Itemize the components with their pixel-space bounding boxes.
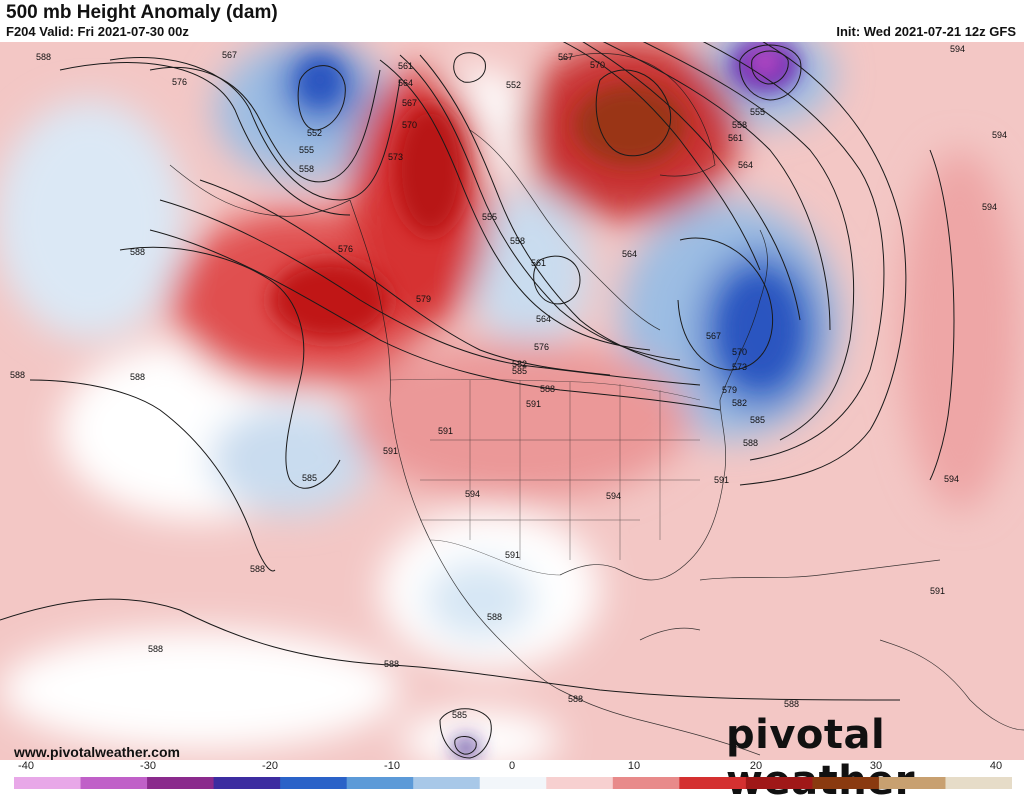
svg-text:558: 558 (299, 164, 314, 174)
colorbar-tick: 0 (508, 760, 516, 772)
colorbar-tick: -40 (18, 760, 34, 772)
svg-text:588: 588 (36, 52, 51, 62)
init-time: Init: Wed 2021-07-21 12z GFS (836, 24, 1016, 39)
svg-text:570: 570 (402, 120, 417, 130)
height-contours (0, 42, 955, 759)
colorbar-segment (612, 777, 680, 789)
svg-text:591: 591 (505, 550, 520, 560)
colorbar-segment (745, 777, 813, 789)
colorbar-segment (945, 777, 1012, 789)
svg-text:594: 594 (982, 202, 997, 212)
svg-text:582: 582 (512, 359, 527, 369)
colorbar-tick: 20 (749, 760, 763, 772)
colorbar-segment (479, 777, 547, 789)
svg-text:585: 585 (452, 710, 467, 720)
svg-text:585: 585 (302, 473, 317, 483)
svg-text:585: 585 (512, 366, 527, 376)
svg-text:570: 570 (590, 60, 605, 70)
website-url[interactable]: www.pivotalweather.com (14, 744, 180, 760)
colorbar-segment (812, 777, 880, 789)
svg-text:588: 588 (250, 564, 265, 574)
svg-text:570: 570 (732, 347, 747, 357)
svg-text:573: 573 (388, 152, 403, 162)
colorbar-segment (546, 777, 614, 789)
colorbar-segment (80, 777, 148, 789)
colorbar-tick: 10 (627, 760, 641, 772)
svg-text:558: 558 (732, 120, 747, 130)
colorbar-segment (280, 777, 348, 789)
svg-text:588: 588 (384, 659, 399, 669)
svg-text:591: 591 (438, 426, 453, 436)
svg-text:558: 558 (510, 236, 525, 246)
coastlines (169, 53, 1024, 756)
colorbar (14, 777, 1012, 789)
colorbar-segment (14, 777, 82, 789)
colorbar-tick: -10 (384, 760, 400, 772)
svg-text:561: 561 (728, 133, 743, 143)
anomaly-map[interactable]: 588 576 567 552 555 558 561 564 567 570 … (0, 42, 1024, 760)
svg-text:552: 552 (307, 128, 322, 138)
header: 500 mb Height Anomaly (dam) F204 Valid: … (0, 0, 1024, 42)
svg-text:576: 576 (338, 244, 353, 254)
svg-text:561: 561 (531, 258, 546, 268)
colorbar-tick: -30 (140, 760, 156, 772)
svg-text:588: 588 (130, 247, 145, 257)
svg-text:588: 588 (743, 438, 758, 448)
svg-text:564: 564 (738, 160, 753, 170)
svg-text:591: 591 (383, 446, 398, 456)
colorbar-ticks: -40 -30 -20 -10 0 10 20 30 40 (0, 760, 1024, 776)
svg-text:594: 594 (606, 491, 621, 501)
colorbar-segment (147, 777, 215, 789)
borders (389, 378, 701, 576)
svg-text:585: 585 (750, 415, 765, 425)
valid-time: F204 Valid: Fri 2021-07-30 00z (6, 24, 189, 39)
svg-text:576: 576 (172, 77, 187, 87)
svg-text:588: 588 (487, 612, 502, 622)
svg-text:594: 594 (944, 474, 959, 484)
svg-text:555: 555 (299, 145, 314, 155)
svg-text:567: 567 (558, 52, 573, 62)
svg-text:579: 579 (416, 294, 431, 304)
svg-text:552: 552 (506, 80, 521, 90)
colorbar-tick: 40 (989, 760, 1003, 772)
anomaly-cores (270, 42, 800, 758)
svg-text:567: 567 (222, 50, 237, 60)
svg-text:594: 594 (465, 489, 480, 499)
svg-text:588: 588 (10, 370, 25, 380)
svg-text:573: 573 (732, 362, 747, 372)
svg-text:555: 555 (750, 107, 765, 117)
svg-text:555: 555 (482, 212, 497, 222)
svg-text:564: 564 (398, 78, 413, 88)
svg-text:579: 579 (722, 385, 737, 395)
svg-text:588: 588 (540, 384, 555, 394)
svg-text:567: 567 (706, 331, 721, 341)
svg-text:594: 594 (950, 44, 965, 54)
svg-text:564: 564 (536, 314, 551, 324)
svg-text:561: 561 (398, 61, 413, 71)
svg-text:591: 591 (930, 586, 945, 596)
svg-text:588: 588 (148, 644, 163, 654)
svg-text:594: 594 (992, 130, 1007, 140)
colorbar-segment (346, 777, 414, 789)
colorbar-tick: -20 (262, 760, 278, 772)
svg-text:564: 564 (622, 249, 637, 259)
colorbar-segment (413, 777, 481, 789)
svg-text:576: 576 (534, 342, 549, 352)
map-title: 500 mb Height Anomaly (dam) (6, 2, 278, 23)
colorbar-segment (878, 777, 946, 789)
brand-logo: pivotal weather (726, 712, 915, 804)
svg-text:567: 567 (402, 98, 417, 108)
svg-text:582: 582 (732, 398, 747, 408)
contour-labels: 588 576 567 552 555 558 561 564 567 570 … (10, 44, 1007, 720)
colorbar-segment (213, 777, 281, 789)
svg-text:591: 591 (714, 475, 729, 485)
svg-text:588: 588 (130, 372, 145, 382)
svg-text:588: 588 (784, 699, 799, 709)
svg-text:588: 588 (568, 694, 583, 704)
colorbar-segment (679, 777, 747, 789)
svg-text:591: 591 (526, 399, 541, 409)
colorbar-tick: 30 (869, 760, 883, 772)
